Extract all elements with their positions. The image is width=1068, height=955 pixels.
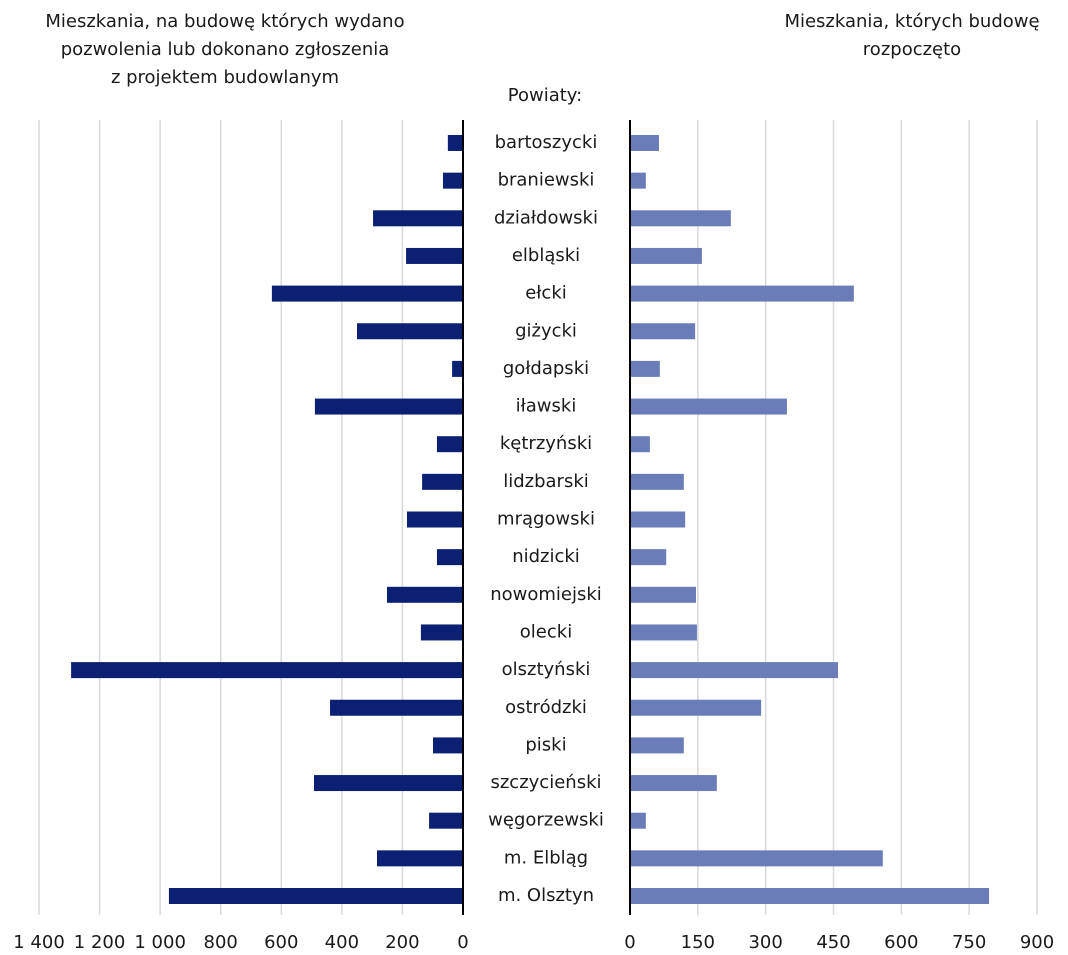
category-label: lidzbarski [503, 471, 589, 492]
category-label: iławski [516, 396, 577, 417]
bar [630, 737, 684, 754]
x-tick-label: 200 [385, 932, 419, 953]
bar [630, 511, 686, 528]
panel-title: pozwolenia lub dokonano zgłoszenia [61, 39, 390, 60]
bar [386, 586, 463, 603]
category-label: m. Olsztyn [498, 885, 594, 906]
bar [630, 210, 731, 227]
x-tick-label: 0 [624, 932, 635, 953]
panel-title: Mieszkania, których budowę [784, 11, 1039, 32]
category-label: bartoszycki [495, 132, 598, 153]
category-label: węgorzewski [488, 810, 604, 831]
bar [630, 436, 650, 453]
bar [630, 398, 787, 415]
bar [630, 473, 684, 490]
category-label: m. Elbląg [504, 847, 588, 868]
bar [630, 172, 646, 189]
category-label: ełcki [525, 283, 567, 304]
panel-title: rozpoczęto [863, 39, 961, 60]
category-label: elbląski [512, 245, 580, 266]
bar [433, 737, 463, 754]
x-tick-label: 900 [1020, 932, 1054, 953]
category-label: braniewski [498, 170, 595, 191]
category-label: olecki [520, 621, 572, 642]
bar [630, 360, 660, 377]
category-axis-label: Powiaty: [508, 85, 582, 106]
category-label: nowomiejski [490, 584, 602, 605]
x-tick-label: 300 [748, 932, 782, 953]
category-label: kętrzyński [500, 433, 592, 454]
bar [452, 360, 463, 377]
x-tick-label: 1 200 [74, 932, 126, 953]
bar [630, 624, 697, 641]
bar [630, 699, 762, 716]
panel-title: z projektem budowlanym [111, 67, 339, 88]
bar [271, 285, 463, 302]
bar [422, 473, 463, 490]
x-tick-label: 750 [952, 932, 986, 953]
bar [630, 586, 697, 603]
bar [630, 812, 646, 829]
bar [630, 247, 702, 264]
x-tick-label: 1 000 [134, 932, 186, 953]
bar [406, 511, 463, 528]
bar [630, 850, 883, 867]
category-label: olsztyński [502, 659, 591, 680]
bar [71, 662, 464, 679]
panel-title: Mieszkania, na budowę których wydano [45, 11, 404, 32]
bar [357, 323, 463, 340]
bar [630, 549, 667, 566]
category-label: giżycki [515, 320, 577, 341]
bar [436, 549, 463, 566]
x-tick-label: 600 [884, 932, 918, 953]
x-tick-label: 1 400 [13, 932, 65, 953]
category-label: ostródzki [505, 697, 587, 718]
bar [406, 247, 463, 264]
bar [330, 699, 463, 716]
x-tick-label: 450 [816, 932, 850, 953]
bar [436, 436, 463, 453]
bar [376, 850, 463, 867]
category-label: działdowski [494, 207, 598, 228]
bar [630, 775, 717, 792]
bar [420, 624, 463, 641]
category-label: piski [525, 734, 566, 755]
bar [630, 285, 854, 302]
x-tick-label: 600 [264, 932, 298, 953]
x-tick-label: 0 [457, 932, 468, 953]
bar [168, 888, 463, 904]
x-tick-label: 800 [204, 932, 238, 953]
bar [314, 398, 463, 415]
x-tick-label: 150 [681, 932, 715, 953]
x-tick-label: 400 [325, 932, 359, 953]
bar [630, 323, 696, 340]
bar [373, 210, 463, 227]
bar [447, 135, 463, 151]
bar [443, 172, 463, 189]
category-label: nidzicki [512, 546, 580, 567]
category-label: gołdapski [503, 358, 589, 379]
bar [630, 135, 659, 151]
category-label: mrągowski [497, 509, 595, 530]
bar [630, 662, 839, 679]
bar [630, 888, 990, 904]
bar [429, 812, 463, 829]
category-label: szczycieński [490, 772, 601, 793]
bar [313, 775, 463, 792]
